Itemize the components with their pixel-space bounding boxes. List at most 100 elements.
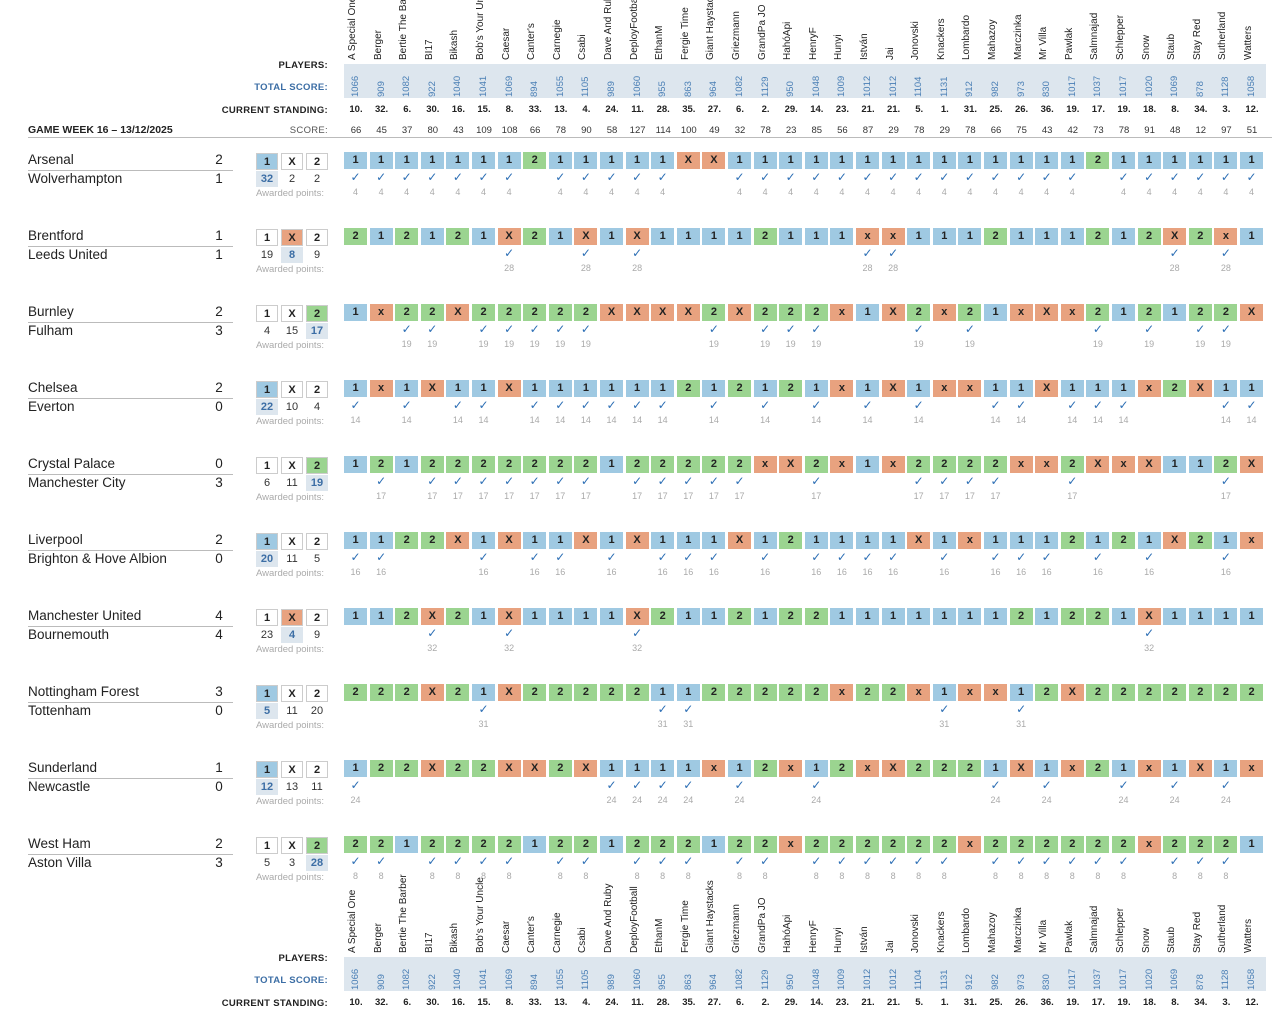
odds-value: 11	[286, 477, 298, 489]
player-score: 75	[1016, 125, 1027, 136]
away-team: Everton	[28, 399, 75, 414]
correct-check-icon: ✓	[760, 170, 771, 184]
outcome-2: 2	[306, 457, 328, 474]
correct-check-icon: ✓	[657, 550, 668, 564]
awarded-points: 4	[813, 187, 819, 197]
player-name-top: Canter's	[526, 23, 538, 60]
total-score-value: 1037	[1092, 75, 1104, 97]
standing-value: 17.	[1091, 104, 1105, 115]
pick-cell: X	[446, 304, 470, 321]
correct-check-icon: ✓	[580, 854, 591, 868]
correct-check-icon: ✓	[376, 170, 387, 184]
awarded-points: 4	[890, 187, 896, 197]
awarded-points: 14	[529, 415, 540, 425]
correct-check-icon: ✓	[632, 246, 643, 260]
pick-cell: 1	[472, 380, 495, 397]
total-score-value: 1058	[1246, 968, 1257, 990]
pick-cell: 1	[1060, 152, 1084, 169]
home-team: Chelsea	[28, 380, 78, 395]
pick-cell: 2	[446, 608, 470, 625]
pick-cell: 1	[881, 532, 905, 549]
player-name-bottom: Lombardo	[961, 907, 973, 953]
awarded-points: 17	[478, 491, 489, 501]
correct-check-icon: ✓	[452, 854, 463, 868]
away-goals: 0	[215, 703, 223, 718]
pick-cell: x	[958, 684, 982, 701]
correct-check-icon: ✓	[427, 322, 438, 336]
correct-check-icon: ✓	[734, 854, 745, 868]
pick-cell: 2	[1188, 228, 1212, 245]
awarded-points: 24	[606, 795, 617, 805]
pick-cell: 2	[1163, 684, 1187, 701]
correct-check-icon: ✓	[1041, 778, 1052, 792]
pick-cell: 1	[523, 532, 547, 549]
pick-cell: 2	[395, 684, 419, 701]
player-name-top: Jonovski	[910, 21, 922, 60]
pick-cell: X	[676, 304, 700, 321]
player-name-bottom: Schlepper	[1115, 907, 1126, 953]
standing-value: 26.	[1014, 997, 1029, 1008]
pick-cell: 1	[446, 152, 470, 169]
awarded-points: 24	[683, 795, 694, 805]
standing-value: 26.	[1014, 104, 1029, 115]
pick-cell: 2	[753, 228, 777, 245]
pick-cell: 1	[548, 380, 572, 397]
awarded-points: 19	[760, 339, 771, 349]
awarded-points: 4	[583, 187, 589, 197]
correct-check-icon: ✓	[478, 550, 489, 564]
total-score-value: 912	[964, 974, 976, 990]
pick-cell: 1	[600, 608, 623, 625]
correct-check-icon: ✓	[1169, 854, 1180, 868]
correct-check-icon: ✓	[657, 702, 668, 716]
pick-cell: 1	[907, 152, 931, 169]
awarded-points: 4	[1120, 187, 1126, 197]
correct-check-icon: ✓	[760, 854, 771, 868]
awarded-points: 24	[811, 795, 822, 805]
correct-check-icon: ✓	[1118, 398, 1129, 412]
odds-value: 22	[256, 399, 278, 415]
player-name-top: Sutherland	[1217, 11, 1229, 60]
awarded-points: 28	[862, 263, 873, 273]
standing-value: 16.	[451, 104, 465, 115]
correct-check-icon: ✓	[708, 322, 719, 336]
pick-cell: 1	[472, 532, 495, 549]
pick-cell: 1	[1240, 228, 1263, 245]
awarded-points: 8	[634, 871, 640, 881]
pick-cell: X	[1086, 456, 1110, 473]
pick-cell: 1	[344, 760, 367, 777]
pick-cell: x	[881, 228, 905, 245]
pick-cell: 1	[625, 152, 649, 169]
awarded-points: 16	[990, 567, 1001, 577]
pick-cell: 2	[804, 684, 828, 701]
pick-cell: x	[753, 456, 777, 473]
awarded-points: 24	[990, 795, 1001, 805]
player-score: 109	[476, 125, 492, 136]
standing-value: 17.	[1091, 997, 1105, 1008]
awarded-points: 16	[529, 567, 540, 577]
player-name-top: HahóApi	[782, 21, 794, 60]
correct-check-icon: ✓	[1195, 322, 1206, 336]
correct-check-icon: ✓	[811, 170, 822, 184]
pick-cell: 2	[1035, 684, 1059, 701]
standing-value: 15.	[477, 104, 491, 115]
awarded-points: 8	[813, 871, 819, 881]
odds-value: 11	[286, 553, 298, 565]
outcome-2: 2	[306, 685, 328, 702]
awarded-points: 16	[350, 567, 361, 577]
awarded-points: 31	[478, 719, 489, 729]
correct-check-icon: ✓	[939, 474, 950, 488]
pick-cell: 1	[625, 760, 649, 777]
pick-cell: 2	[523, 152, 547, 169]
correct-check-icon: ✓	[1067, 170, 1078, 184]
pick-cell: 1	[984, 152, 1007, 169]
pick-cell: 2	[1112, 684, 1135, 701]
pick-cell: x	[932, 304, 956, 321]
pick-cell: 2	[932, 456, 956, 473]
standing-value: 18.	[1142, 104, 1157, 115]
pick-cell: 1	[804, 532, 828, 549]
total-score-value: 1105	[580, 969, 592, 990]
pick-cell: 1	[446, 380, 470, 397]
player-name-top: Griezmann	[731, 11, 742, 60]
pick-cell: 2	[830, 760, 854, 777]
player-name-bottom: Mr Villa	[1038, 919, 1050, 953]
